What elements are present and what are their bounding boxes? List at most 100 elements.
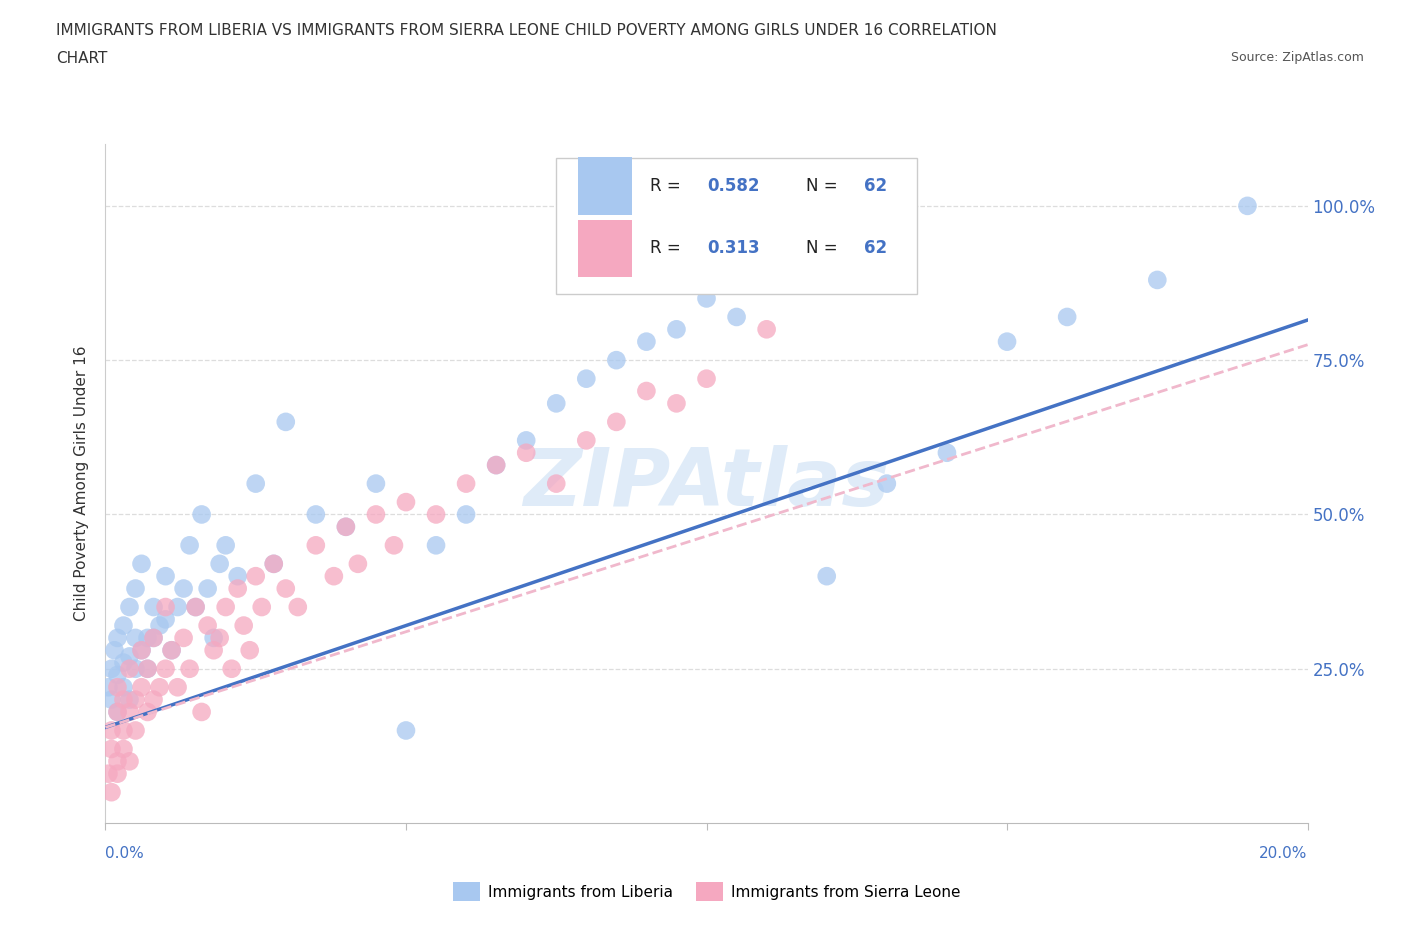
- Point: [155, 569, 177, 584]
- Point: [250, 600, 273, 615]
- Point: [112, 655, 135, 670]
- Point: [107, 680, 129, 695]
- Point: [100, 785, 122, 800]
- Point: [485, 458, 508, 472]
- Point: [454, 476, 477, 491]
- Point: [364, 507, 387, 522]
- Point: [725, 310, 748, 325]
- Point: [575, 433, 598, 448]
- Point: [107, 766, 129, 781]
- Point: [815, 569, 838, 584]
- Point: [239, 643, 262, 658]
- Point: [575, 371, 598, 386]
- Point: [546, 396, 568, 411]
- Text: ZIPAtlas: ZIPAtlas: [523, 445, 890, 523]
- Point: [142, 600, 165, 615]
- Point: [173, 581, 195, 596]
- Point: [1146, 272, 1168, 287]
- Point: [245, 476, 267, 491]
- Point: [118, 649, 141, 664]
- Point: [305, 507, 328, 522]
- Point: [155, 600, 177, 615]
- Point: [107, 631, 129, 645]
- Point: [100, 741, 122, 756]
- Point: [118, 600, 141, 615]
- Point: [226, 581, 249, 596]
- Point: [97, 766, 120, 781]
- Text: 62: 62: [865, 177, 887, 195]
- Point: [112, 741, 135, 756]
- Text: N =: N =: [806, 177, 844, 195]
- Point: [118, 705, 141, 720]
- Point: [274, 415, 297, 430]
- Point: [112, 692, 135, 707]
- Point: [112, 618, 135, 633]
- Point: [160, 643, 183, 658]
- Point: [124, 631, 146, 645]
- Point: [202, 643, 225, 658]
- Point: [263, 556, 285, 571]
- Point: [936, 445, 959, 460]
- Point: [755, 322, 778, 337]
- Point: [136, 705, 159, 720]
- Point: [665, 322, 688, 337]
- Point: [190, 705, 212, 720]
- Point: [245, 569, 267, 584]
- Point: [107, 705, 129, 720]
- Point: [100, 723, 122, 737]
- Point: [395, 495, 418, 510]
- Text: R =: R =: [650, 177, 686, 195]
- Text: 0.0%: 0.0%: [105, 846, 145, 861]
- Point: [335, 519, 357, 534]
- Point: [322, 569, 344, 584]
- Point: [118, 754, 141, 769]
- Point: [136, 661, 159, 676]
- Point: [112, 723, 135, 737]
- Point: [124, 692, 146, 707]
- Point: [546, 476, 568, 491]
- Point: [287, 600, 309, 615]
- Point: [696, 371, 718, 386]
- Point: [148, 618, 170, 633]
- Point: [226, 569, 249, 584]
- Text: N =: N =: [806, 239, 844, 258]
- Point: [876, 476, 898, 491]
- Point: [179, 538, 201, 552]
- Point: [103, 643, 125, 658]
- Point: [184, 600, 207, 615]
- Bar: [578, 157, 631, 215]
- Point: [100, 661, 122, 676]
- Point: [124, 723, 146, 737]
- Point: [148, 680, 170, 695]
- Point: [155, 612, 177, 627]
- Text: 0.313: 0.313: [707, 239, 761, 258]
- Point: [190, 507, 212, 522]
- Point: [142, 692, 165, 707]
- Point: [136, 631, 159, 645]
- Point: [208, 556, 231, 571]
- Point: [112, 680, 135, 695]
- Point: [107, 705, 129, 720]
- FancyBboxPatch shape: [557, 158, 917, 294]
- Point: [515, 445, 537, 460]
- Point: [605, 352, 627, 367]
- Point: [274, 581, 297, 596]
- Point: [202, 631, 225, 645]
- Point: [131, 680, 153, 695]
- Y-axis label: Child Poverty Among Girls Under 16: Child Poverty Among Girls Under 16: [75, 346, 90, 621]
- Point: [142, 631, 165, 645]
- Point: [347, 556, 370, 571]
- Point: [173, 631, 195, 645]
- Point: [100, 692, 122, 707]
- Point: [454, 507, 477, 522]
- Point: [118, 692, 141, 707]
- Point: [232, 618, 254, 633]
- Point: [515, 433, 537, 448]
- Legend: Immigrants from Liberia, Immigrants from Sierra Leone: Immigrants from Liberia, Immigrants from…: [447, 876, 966, 907]
- Point: [425, 538, 447, 552]
- Point: [214, 600, 236, 615]
- Text: 62: 62: [865, 239, 887, 258]
- Text: CHART: CHART: [56, 51, 108, 66]
- Point: [124, 661, 146, 676]
- Point: [636, 334, 658, 349]
